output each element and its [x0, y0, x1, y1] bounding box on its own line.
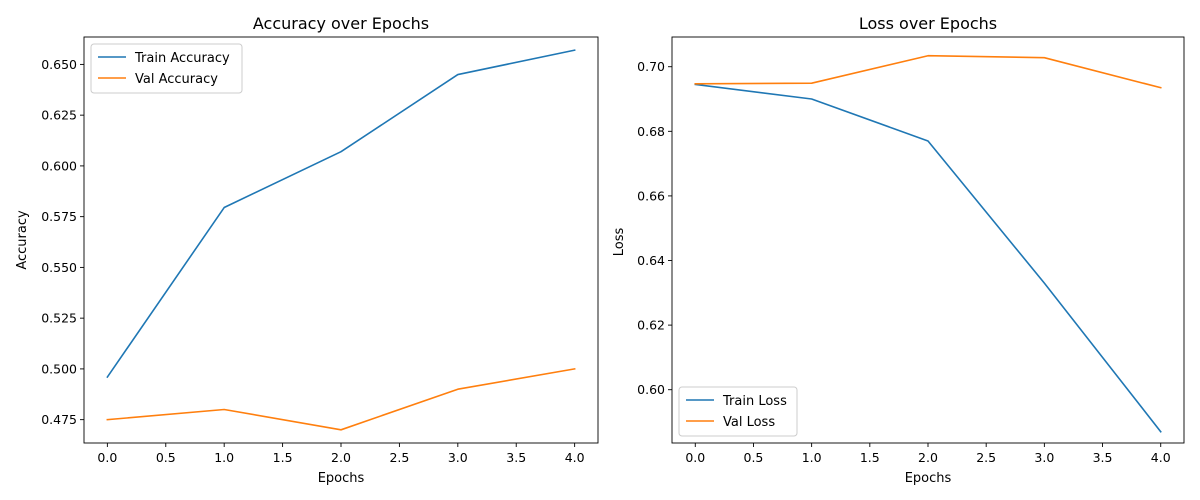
x-tick-label: 2.5: [389, 450, 409, 465]
x-axis-label: Epochs: [318, 471, 365, 486]
legend-label: Val Accuracy: [135, 72, 218, 87]
series-line-train-loss: [694, 83, 1162, 433]
x-tick-label: 0.5: [744, 450, 764, 465]
legend: Train Loss Val Loss: [678, 386, 798, 437]
x-tick-label: 3.0: [1034, 450, 1054, 465]
x-tick-label: 2.0: [918, 450, 938, 465]
x-tick-label: 4.0: [565, 450, 585, 465]
legend-box: [90, 43, 243, 94]
loss-chart: Loss over Epochs 0.0 0.5 1.0 1.5 2.0 2.5 3.0 3.…: [612, 14, 1185, 486]
axes-frame: [83, 36, 599, 444]
y-tick-label: 0.475: [41, 412, 77, 427]
x-tick-label: 0.0: [97, 450, 117, 465]
x-tick-label: 2.5: [976, 450, 996, 465]
x-tick-label: 1.5: [273, 450, 293, 465]
y-tick-label: 0.550: [41, 260, 77, 275]
y-axis-label: Accuracy: [15, 210, 30, 270]
y-tick-label: 0.600: [41, 158, 77, 173]
x-axis-label: Epochs: [905, 471, 952, 486]
x-tick-label: 3.5: [506, 450, 526, 465]
chart-title: Loss over Epochs: [859, 14, 997, 33]
plot-area: 0.0 0.5 1.0 1.5 2.0 2.5 3.0 3.5 4.0 0.60 0.62 0.64 0…: [637, 36, 1185, 465]
x-tick-label: 1.5: [860, 450, 880, 465]
legend: Train Accuracy Val Accuracy: [90, 43, 243, 94]
y-tick-label: 0.650: [41, 57, 77, 72]
y-axis-label: Loss: [612, 228, 627, 257]
axes-frame: [671, 36, 1185, 444]
x-tick-label: 3.0: [448, 450, 468, 465]
y-tick-label: 0.68: [637, 124, 665, 139]
series-line-val-loss: [694, 54, 1162, 89]
legend-label: Train Loss: [722, 394, 787, 409]
x-tick-label: 0.5: [156, 450, 176, 465]
legend-label: Train Accuracy: [134, 51, 230, 66]
x-tick-label: 3.5: [1093, 450, 1113, 465]
x-tick-label: 0.0: [685, 450, 705, 465]
y-tick-label: 0.60: [637, 382, 665, 397]
series-line-val-accuracy: [106, 367, 576, 431]
y-tick-label: 0.66: [637, 188, 665, 203]
y-tick-label: 0.62: [637, 318, 665, 333]
y-tick-label: 0.625: [41, 108, 77, 123]
legend-label: Val Loss: [723, 415, 775, 430]
accuracy-chart: Accuracy over Epochs 0.0 0.5 1.0 1.5 2.0 2.5 3…: [15, 14, 599, 486]
y-tick-label: 0.525: [41, 311, 77, 326]
plot-area: 0.0 0.5 1.0 1.5 2.0 2.5 3.0 3.5 4.0 0.475 0.500 0.5…: [41, 36, 599, 465]
y-tick-label: 0.70: [637, 59, 665, 74]
x-tick-label: 4.0: [1151, 450, 1171, 465]
y-tick-label: 0.64: [637, 253, 665, 268]
series-line-train-accuracy: [106, 49, 576, 379]
y-tick-label: 0.500: [41, 361, 77, 376]
y-tick-label: 0.575: [41, 209, 77, 224]
x-tick-label: 1.0: [802, 450, 822, 465]
x-tick-label: 1.0: [214, 450, 234, 465]
chart-title: Accuracy over Epochs: [253, 14, 429, 33]
x-tick-label: 2.0: [331, 450, 351, 465]
